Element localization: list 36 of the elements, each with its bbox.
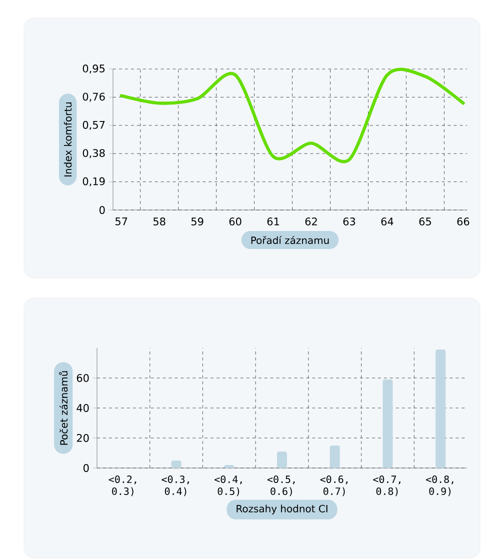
x-tick-label: <0.7, 0.8) (373, 476, 400, 496)
bar (277, 452, 287, 468)
y-axis-title: Počet záznamů (59, 371, 68, 445)
x-tick-label: <0.8, 0.9) (426, 476, 454, 496)
bar (171, 460, 182, 468)
x-tick-label: <0.5, 0.6) (267, 476, 295, 496)
x-tick-label: 66 (457, 218, 470, 226)
y-tick-label: 0 (84, 464, 89, 472)
bar (436, 350, 446, 468)
x-axis-title: Rozsahy hodnot CI (236, 504, 328, 514)
x-tick-label: <0.3, 0.4) (162, 476, 189, 496)
x-tick-label: 58 (153, 218, 166, 226)
y-tick-label: 0,95 (82, 64, 105, 74)
y-tick-label: 0,76 (82, 92, 105, 102)
y-tick-label: 0,19 (82, 177, 105, 186)
x-tick-label: 63 (343, 218, 356, 226)
x-axis-title: Pořadí záznamu (251, 236, 329, 244)
bar (382, 380, 393, 468)
x-tick-label: 62 (305, 218, 317, 226)
x-tick-label: 60 (229, 218, 242, 226)
y-tick-label: 0 (100, 206, 105, 214)
y-tick-label: 20 (76, 434, 89, 442)
x-tick-label: <0.2, 0.3) (108, 476, 136, 496)
x-tick-label: <0.4, 0.5) (214, 476, 242, 496)
y-tick-label: 40 (76, 404, 89, 412)
y-tick-label: 0,57 (82, 120, 105, 130)
x-tick-label: 64 (381, 218, 394, 226)
y-tick-label: 60 (76, 374, 89, 382)
x-tick-label: 61 (267, 218, 279, 226)
x-tick-label: 59 (191, 218, 204, 226)
x-tick-label: <0.6, 0.7) (320, 476, 348, 496)
x-tick-label: 57 (116, 218, 128, 226)
y-axis-title: Index komfortu (64, 102, 72, 176)
y-tick-label: 0,38 (82, 149, 105, 158)
x-tick-label: 65 (419, 218, 431, 226)
bar (330, 446, 340, 468)
